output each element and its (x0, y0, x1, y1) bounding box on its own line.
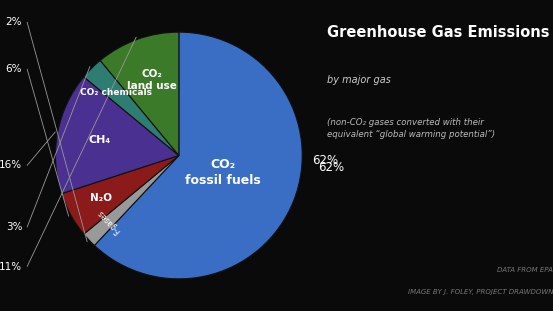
Text: DATA FROM EPA: DATA FROM EPA (497, 267, 553, 273)
Wedge shape (100, 32, 179, 156)
Text: 16%: 16% (0, 160, 22, 170)
Text: F-gases: F-gases (96, 207, 122, 235)
Text: CO₂ chemicals: CO₂ chemicals (80, 88, 152, 97)
Text: CO₂
fossil fuels: CO₂ fossil fuels (185, 158, 260, 187)
Text: CH₄: CH₄ (89, 136, 111, 146)
Text: 11%: 11% (0, 262, 22, 272)
Wedge shape (55, 77, 179, 194)
Text: IMAGE BY J. FOLEY, PROJECT DRAWDOWN: IMAGE BY J. FOLEY, PROJECT DRAWDOWN (408, 289, 553, 295)
Text: Greenhouse Gas Emissions: Greenhouse Gas Emissions (327, 25, 550, 40)
Text: by major gas: by major gas (327, 75, 391, 85)
Text: N₂O: N₂O (90, 193, 112, 203)
Wedge shape (61, 156, 179, 234)
Wedge shape (84, 156, 179, 245)
Text: 2%: 2% (6, 17, 22, 27)
Text: CO₂
land use: CO₂ land use (127, 69, 176, 91)
Text: 6%: 6% (6, 64, 22, 74)
Text: 62%: 62% (312, 154, 338, 167)
Text: 3%: 3% (6, 222, 22, 232)
Text: 62%: 62% (318, 161, 344, 174)
Wedge shape (84, 60, 179, 156)
Text: (non-CO₂ gases converted with their
equivalent “global warming potential”): (non-CO₂ gases converted with their equi… (327, 118, 495, 139)
Wedge shape (95, 32, 302, 279)
